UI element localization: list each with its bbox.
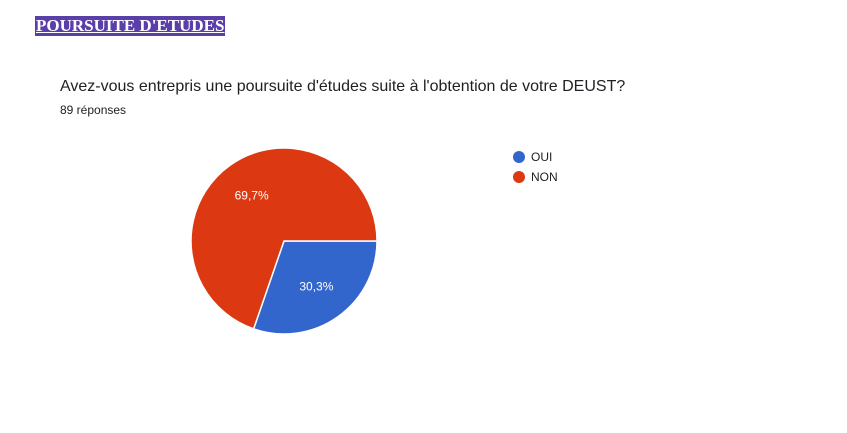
chart-legend: OUI NON bbox=[513, 147, 558, 187]
legend-swatch-non bbox=[513, 171, 525, 183]
pie-labels: 30,3% 69,7% bbox=[235, 189, 334, 294]
question-title: Avez-vous entrepris une poursuite d'étud… bbox=[60, 78, 626, 95]
legend-label-oui: OUI bbox=[531, 150, 553, 164]
legend-item-non[interactable]: NON bbox=[513, 167, 558, 187]
pie-label-oui: 30,3% bbox=[299, 279, 333, 293]
pie-slice-non[interactable] bbox=[190, 147, 378, 330]
pie-slice-oui[interactable] bbox=[252, 240, 378, 335]
response-count: 89 réponses bbox=[60, 103, 127, 117]
pie-label-non: 69,7% bbox=[235, 189, 269, 203]
pie-slices bbox=[190, 147, 378, 335]
legend-swatch-oui bbox=[513, 151, 525, 163]
legend-item-oui[interactable]: OUI bbox=[513, 147, 558, 167]
section-title: POURSUITE D'ETUDES bbox=[35, 16, 226, 36]
legend-label-non: NON bbox=[531, 170, 558, 184]
